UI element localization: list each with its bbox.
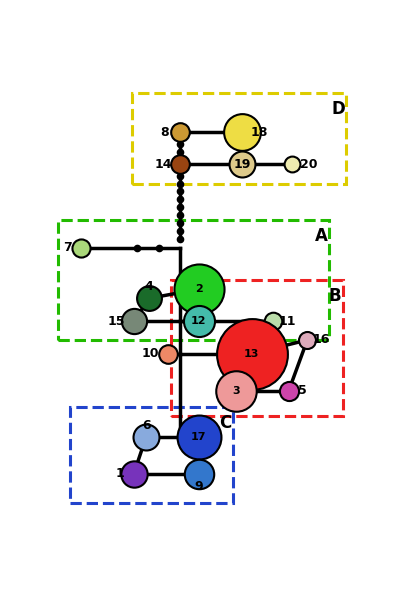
Text: 4: 4 xyxy=(145,280,154,293)
Point xyxy=(130,469,137,479)
Text: 12: 12 xyxy=(191,316,206,326)
Point xyxy=(270,317,276,326)
Point xyxy=(304,335,310,345)
Text: 20: 20 xyxy=(300,158,318,171)
Point xyxy=(196,469,202,479)
Text: 5: 5 xyxy=(298,384,307,397)
Text: 13: 13 xyxy=(244,349,259,359)
Text: B: B xyxy=(329,287,342,305)
Bar xyxy=(132,93,346,184)
Point xyxy=(165,349,171,359)
Point xyxy=(143,432,149,442)
Text: 2: 2 xyxy=(195,284,203,294)
Text: 18: 18 xyxy=(250,125,268,139)
Text: 11: 11 xyxy=(278,315,296,328)
Point xyxy=(130,317,137,326)
Text: 9: 9 xyxy=(194,481,203,493)
Point xyxy=(196,284,202,294)
Point xyxy=(289,160,295,169)
Text: 8: 8 xyxy=(160,125,169,139)
Text: 17: 17 xyxy=(191,432,206,442)
Text: 16: 16 xyxy=(312,334,330,346)
Text: 19: 19 xyxy=(234,158,251,171)
Text: A: A xyxy=(315,227,328,245)
Text: D: D xyxy=(332,100,345,118)
Point xyxy=(78,243,84,253)
Point xyxy=(233,386,239,395)
Point xyxy=(177,160,183,169)
Bar xyxy=(58,220,329,340)
Point xyxy=(146,293,152,303)
Text: 6: 6 xyxy=(142,419,150,432)
Point xyxy=(239,127,246,137)
Point xyxy=(196,432,202,442)
Text: 14: 14 xyxy=(154,158,172,171)
Text: C: C xyxy=(219,414,231,432)
Point xyxy=(177,127,183,137)
Text: 1: 1 xyxy=(115,467,124,481)
Point xyxy=(286,386,292,395)
Point xyxy=(196,317,202,326)
Text: 10: 10 xyxy=(142,347,160,361)
Bar xyxy=(70,407,233,503)
Text: 7: 7 xyxy=(63,241,72,254)
Bar xyxy=(171,280,343,416)
Point xyxy=(248,349,255,359)
Text: 3: 3 xyxy=(232,386,240,396)
Point xyxy=(239,160,246,169)
Text: 15: 15 xyxy=(108,315,126,328)
